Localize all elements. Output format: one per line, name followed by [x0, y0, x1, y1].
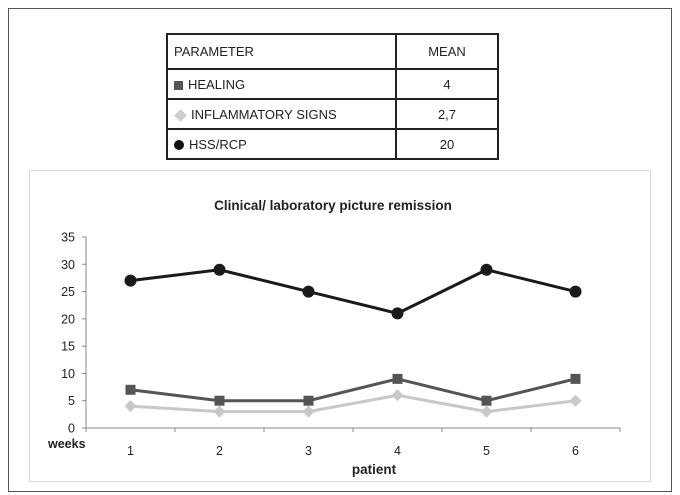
y-tick-label: 5: [68, 394, 75, 408]
x-tick-label: 2: [216, 444, 223, 458]
data-point: [480, 263, 493, 276]
data-point: [303, 395, 314, 406]
data-point: [569, 285, 582, 298]
series-line: [130, 268, 576, 315]
chart-title: Clinical/ laboratory picture remission: [214, 198, 452, 213]
data-point: [392, 373, 403, 384]
data-point: [481, 395, 492, 406]
y-tick-label: 30: [61, 258, 75, 272]
data-point: [391, 389, 404, 402]
data-point: [214, 395, 225, 406]
data-point: [302, 405, 315, 418]
series-healing: [125, 373, 581, 406]
series-hss-rcp: [124, 263, 582, 320]
square-marker-icon: [174, 80, 183, 90]
y-tick-label: 0: [68, 422, 75, 436]
series-inflammatory-signs: [124, 389, 582, 418]
y-tick-label: 25: [61, 285, 75, 299]
table-row: INFLAMMATORY SIGNS 2,7: [166, 98, 499, 130]
parameter-table: PARAMETER MEAN HEALING 4 INFLAMMATORY SI…: [166, 33, 499, 160]
mean-value: 2,7: [395, 98, 499, 130]
data-point: [125, 384, 136, 395]
data-point: [213, 263, 226, 276]
circle-marker-icon: [174, 140, 184, 151]
y-tick-label: 20: [61, 312, 75, 326]
data-point: [124, 400, 137, 413]
series-line: [130, 377, 576, 403]
data-point: [213, 405, 226, 418]
x-tick-label: 4: [394, 444, 401, 458]
y-tick-label: 10: [61, 367, 75, 381]
chart-area: [29, 170, 651, 482]
x-tick-label: 3: [305, 444, 312, 458]
data-point: [124, 274, 137, 287]
series-line: [130, 393, 576, 414]
mean-value: 20: [395, 128, 499, 160]
parameter-header: PARAMETER: [166, 33, 397, 70]
mean-value: 4: [395, 68, 499, 100]
x-axis-label: patient: [352, 462, 397, 477]
x-tick-label: 5: [483, 444, 490, 458]
data-point: [302, 285, 315, 298]
y-axis-label: weeks: [47, 437, 86, 451]
data-point: [570, 373, 581, 384]
data-point: [480, 405, 493, 418]
parameter-label: HEALING: [188, 76, 246, 92]
table-row: HSS/RCP 20: [166, 128, 499, 160]
y-tick-label: 15: [61, 340, 75, 354]
data-point: [391, 307, 404, 320]
table-row: HEALING 4: [166, 68, 499, 100]
y-tick-label: 35: [61, 231, 75, 245]
x-tick-label: 1: [127, 444, 134, 458]
parameter-label: HSS/RCP: [189, 136, 247, 152]
x-tick-label: 6: [572, 444, 579, 458]
data-point: [569, 394, 582, 407]
table-header-row: PARAMETER MEAN: [166, 33, 499, 70]
parameter-label: INFLAMMATORY SIGNS: [191, 106, 337, 122]
mean-header: MEAN: [395, 33, 499, 70]
